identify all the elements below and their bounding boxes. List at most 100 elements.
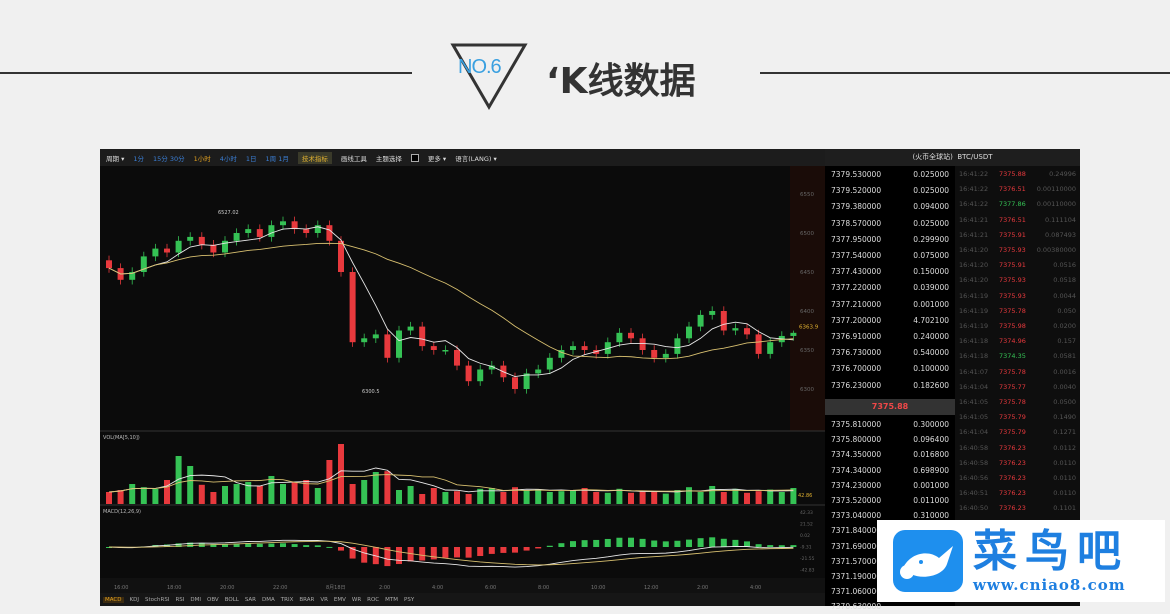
orderbook-row[interactable]: 7379.380000 0.094000 <box>825 199 955 214</box>
orderbook-row[interactable]: 7374.340000 0.698900 <box>825 463 955 478</box>
candle <box>222 240 228 253</box>
toolbar-item[interactable]: 1分 <box>133 154 144 163</box>
toolbar-item[interactable]: 1周 1月 <box>265 154 289 163</box>
toolbar-item[interactable]: 15分 30分 <box>152 154 185 163</box>
macd-bar <box>465 547 472 558</box>
volume-bar <box>732 488 739 504</box>
indicator-tab[interactable]: MACD <box>103 596 124 603</box>
orderbook-row[interactable]: 7376.910000 0.240000 <box>825 329 955 344</box>
volume-bar <box>372 472 379 504</box>
orderbook-row[interactable]: 7371.690000 <box>825 539 955 554</box>
macd-bar <box>256 543 263 547</box>
indicator-tab[interactable]: BOLL <box>224 596 239 603</box>
candle <box>465 365 472 382</box>
logo-url: www.cniao8.com <box>973 576 1126 594</box>
trade-row: 16:41:21 7375.91 0.087493 <box>955 228 1080 243</box>
orderbook-row[interactable]: 7379.520000 0.025000 <box>825 183 955 198</box>
indicator-tab[interactable]: RSI <box>175 596 185 603</box>
time-axis-bg <box>100 578 825 593</box>
macd-bar <box>709 537 716 547</box>
trade-amount: 0.0500 <box>1053 398 1076 406</box>
order-price: 7371.060000 <box>831 587 882 597</box>
indicator-tab[interactable]: PSY <box>404 596 415 603</box>
orderbook-row[interactable]: 7377.200000 4.702100 <box>825 313 955 328</box>
indicator-tab[interactable]: DMA <box>262 596 275 603</box>
volume-bar <box>686 487 692 504</box>
orderbook-row[interactable]: 7373.040000 0.310000 <box>825 508 955 523</box>
orderbook-row[interactable]: 7371.060000 <box>825 584 955 599</box>
indicator-tab[interactable]: SAR <box>244 596 257 603</box>
volume-bar <box>755 491 762 504</box>
orderbook-row[interactable]: 7371.570000 <box>825 554 955 569</box>
theme-swatch[interactable] <box>410 153 419 162</box>
volume-bar <box>778 492 785 504</box>
trade-time: 16:41:18 <box>959 352 989 361</box>
macd-bar <box>651 540 658 547</box>
indicator-tab[interactable]: TRIX <box>280 596 294 603</box>
toolbar-item[interactable]: 4小时 <box>219 154 237 163</box>
orderbook-row[interactable]: 7378.570000 0.025000 <box>825 216 955 231</box>
orderbook-row[interactable]: 7376.730000 0.540000 <box>825 345 955 360</box>
orderbook-row[interactable]: 7377.220000 0.039000 <box>825 280 955 295</box>
orderbook-row[interactable]: 7375.810000 0.300000 <box>825 417 955 432</box>
toolbar-item[interactable]: 技术指标 <box>297 151 332 164</box>
order-amount: 0.240000 <box>913 332 949 341</box>
orderbook-row[interactable]: 7370.630000 <box>825 599 955 614</box>
indicator-tab[interactable]: ROC <box>367 596 380 603</box>
toolbar-item[interactable]: 更多 ▾ <box>427 154 447 163</box>
order-amount: 0.310000 <box>913 511 949 521</box>
indicator-tab[interactable]: WR <box>351 596 362 603</box>
trade-amount: 0.087493 <box>1044 230 1076 239</box>
mid-price: 7375.88 <box>825 399 955 415</box>
orderbook-row[interactable]: 7377.540000 0.075000 <box>825 248 955 263</box>
volume-bar <box>535 489 542 504</box>
indicator-tab[interactable]: StochRSI <box>144 596 170 603</box>
orderbook-row[interactable]: 7377.430000 0.150000 <box>825 264 955 279</box>
indicator-tab[interactable]: OBV <box>206 596 219 603</box>
trade-row: 16:41:07 7375.78 0.0016 <box>955 365 1080 380</box>
orderbook-row[interactable]: 7375.800000 0.096400 <box>825 432 955 447</box>
indicator-tab[interactable]: DMI <box>190 596 201 603</box>
triangle-badge-icon <box>450 43 528 110</box>
toolbar-item[interactable]: 画线工具 <box>340 154 367 163</box>
trade-time: 16:41:05 <box>959 398 989 406</box>
orderbook-row[interactable]: 7373.520000 0.011000 <box>825 493 955 508</box>
orderbook-row[interactable]: 7376.230000 0.182600 <box>825 378 955 393</box>
order-amount: 0.016800 <box>913 450 949 460</box>
orderbook-row[interactable]: 7377.950000 0.299900 <box>825 232 955 247</box>
orderbook-row[interactable]: 7377.210000 0.001000 <box>825 297 955 312</box>
indicator-tab[interactable]: KDJ <box>129 596 139 603</box>
order-amount: 0.001000 <box>913 299 949 309</box>
macd-bar <box>755 544 762 547</box>
macd-bar <box>291 544 298 547</box>
candle <box>558 350 565 358</box>
indicator-tab[interactable]: EMV <box>333 596 346 603</box>
trade-row: 16:41:19 7375.93 0.0044 <box>955 289 1080 304</box>
orderbook-row[interactable]: 7374.350000 0.016800 <box>825 447 955 462</box>
candle <box>164 248 170 253</box>
order-price: 7379.380000 <box>831 202 882 212</box>
order-amount: 0.025000 <box>913 186 949 196</box>
toolbar-item[interactable]: 1小时 <box>193 154 211 163</box>
orderbook-row[interactable]: 7379.530000 0.025000 <box>825 167 955 182</box>
kline-chart[interactable]: 6550 6500 6450 6400 6350 6300 6527.02 6300.5 636… <box>100 166 825 610</box>
trade-price: 7376.23 <box>999 443 1026 452</box>
volume-bar <box>396 490 402 504</box>
toolbar-item[interactable]: 1日 <box>245 154 257 163</box>
indicator-tab[interactable]: VR <box>320 596 328 603</box>
toolbar-item[interactable]: 语言(LANG) ▾ <box>455 154 497 163</box>
indicator-tab[interactable]: MTM <box>385 596 399 603</box>
toolbar-item[interactable]: 周期 ▾ <box>106 154 125 163</box>
trade-amount: 0.0112 <box>1053 443 1076 452</box>
order-amount: 0.150000 <box>913 267 949 277</box>
orderbook-row[interactable]: 7376.700000 0.100000 <box>825 361 955 376</box>
toolbar-item[interactable]: 主题选择 <box>375 154 402 163</box>
trade-price: 7374.35 <box>999 352 1026 361</box>
orderbook-row[interactable]: 7374.230000 0.001000 <box>825 478 955 493</box>
indicator-tab[interactable]: BRAR <box>299 596 315 603</box>
candle <box>106 260 112 269</box>
trade-price: 7375.93 <box>999 291 1026 300</box>
macd-bar <box>477 547 484 557</box>
orderbook-row[interactable]: 7371.190000 <box>825 569 955 584</box>
candle <box>442 350 449 352</box>
